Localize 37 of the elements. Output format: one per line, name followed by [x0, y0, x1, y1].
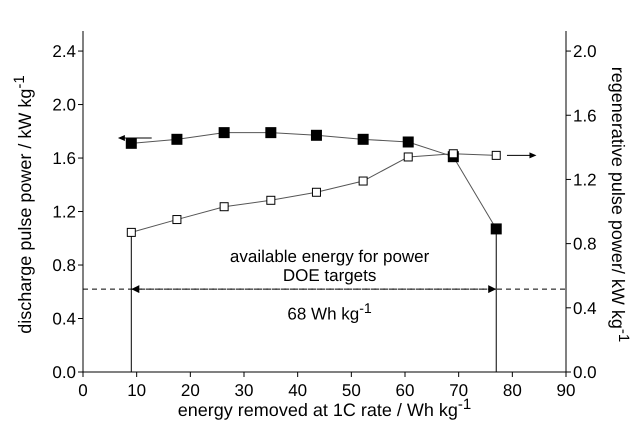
y2-tick-label: 0.4	[573, 298, 597, 318]
point	[220, 202, 229, 212]
y-tick-label: 0.8	[52, 256, 76, 276]
x-tick-label: 10	[127, 381, 146, 400]
x-tick-label: 0	[78, 381, 88, 400]
point	[490, 223, 502, 234]
point	[126, 138, 137, 149]
point	[358, 176, 368, 186]
y-tick-label: 0.0	[52, 363, 76, 382]
y2-tick-label: 2.0	[573, 42, 597, 62]
point	[492, 150, 501, 160]
y-tick-label: 2.4	[52, 42, 76, 62]
point	[218, 127, 230, 138]
point	[310, 130, 322, 141]
y-tick-label: 1.6	[52, 149, 76, 168]
point	[402, 136, 414, 148]
y2-tick-label: 1.6	[573, 106, 597, 126]
point	[266, 196, 276, 205]
annotation: 68 Wh kg$^{-1}$	[286, 300, 373, 326]
point	[172, 215, 182, 224]
y2-tick-label: 0.0	[573, 363, 597, 382]
y2-tick-label: 0.8	[573, 234, 597, 254]
annotation: DOE targets	[282, 266, 378, 287]
point	[126, 228, 136, 237]
point	[404, 152, 413, 162]
y2-tick-label: 1.2	[573, 170, 597, 190]
point	[358, 134, 369, 145]
x-tick-label: 80	[502, 381, 522, 400]
y-tick-label: 1.2	[52, 202, 76, 222]
x-tick-label: 90	[556, 381, 576, 400]
annotation: available energy for power	[228, 246, 430, 268]
point	[265, 127, 276, 138]
point	[312, 188, 321, 197]
point	[171, 134, 182, 145]
y-tick-label: 0.4	[52, 310, 76, 329]
y-tick-label: 2.0	[52, 96, 76, 115]
point	[448, 149, 458, 158]
